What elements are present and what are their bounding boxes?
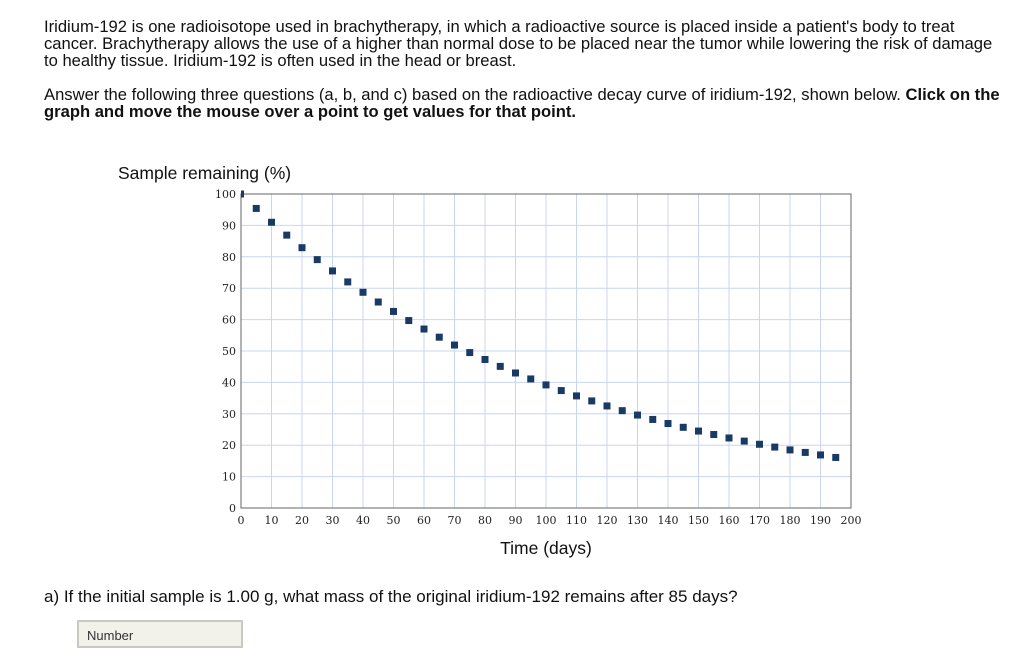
x-tick-label: 10 (265, 514, 279, 527)
data-point[interactable] (817, 451, 824, 459)
data-point[interactable] (481, 355, 489, 363)
data-point[interactable] (268, 218, 275, 226)
data-point[interactable] (512, 369, 519, 377)
x-tick-label: 170 (749, 514, 770, 527)
data-point[interactable] (649, 415, 657, 423)
y-tick-label: 60 (222, 314, 236, 327)
y-tick-label: 40 (222, 376, 236, 389)
x-tick-label: 100 (536, 514, 557, 527)
data-point[interactable] (241, 190, 244, 198)
data-point[interactable] (329, 267, 336, 275)
y-axis-label: Sample remaining (%) (118, 163, 292, 183)
x-tick-label: 180 (780, 514, 801, 527)
chart-grid (240, 193, 852, 509)
x-tick-label: 30 (326, 514, 340, 527)
x-tick-label: 0 (238, 514, 245, 527)
data-point[interactable] (374, 298, 382, 306)
data-point[interactable] (542, 381, 550, 389)
data-point[interactable] (695, 427, 702, 435)
x-tick-label: 50 (387, 514, 401, 527)
y-tick-label: 100 (215, 188, 236, 201)
question-a: a) If the initial sample is 1.00 g, what… (44, 587, 738, 606)
x-tick-label: 140 (658, 514, 679, 527)
y-tick-label: 0 (229, 502, 236, 515)
answer-input[interactable]: Number (77, 620, 243, 648)
x-tick-label: 80 (478, 514, 492, 527)
data-point[interactable] (557, 387, 565, 395)
x-tick-label: 190 (810, 514, 831, 527)
data-point[interactable] (298, 244, 306, 252)
data-point[interactable] (573, 392, 580, 400)
data-point[interactable] (664, 420, 672, 428)
y-tick-label: 20 (222, 439, 236, 452)
data-point[interactable] (451, 341, 458, 349)
x-tick-label: 200 (841, 514, 862, 527)
data-point[interactable] (740, 437, 748, 445)
decay-chart[interactable]: 0 10 20 30 40 50 60 70 80 90 100 0 10 20 30 40 50 60 70 80… (0, 0, 1024, 580)
y-tick-label: 30 (222, 408, 236, 421)
data-point[interactable] (801, 448, 809, 456)
data-point[interactable] (283, 231, 291, 239)
data-point[interactable] (344, 278, 352, 286)
data-point[interactable] (390, 307, 397, 315)
data-point[interactable] (527, 375, 535, 383)
data-point[interactable] (420, 325, 428, 333)
data-point[interactable] (725, 434, 733, 442)
data-point[interactable] (832, 453, 840, 461)
data-point[interactable] (496, 362, 504, 370)
x-tick-label: 90 (509, 514, 523, 527)
graph-instruction: Click on the graph and move the mouse ov… (44, 85, 1000, 121)
data-point[interactable] (359, 288, 367, 296)
x-tick-label: 40 (356, 514, 370, 527)
y-tick-label: 10 (222, 471, 236, 484)
x-axis-label: Time (days) (500, 538, 592, 558)
data-point[interactable] (466, 349, 474, 357)
data-point[interactable] (435, 333, 443, 341)
data-point[interactable] (771, 443, 779, 451)
data-point[interactable] (313, 256, 321, 264)
y-tick-label: 70 (222, 282, 236, 295)
x-tick-label: 150 (688, 514, 709, 527)
data-point[interactable] (603, 402, 611, 410)
data-point[interactable] (634, 411, 641, 419)
data-point[interactable] (405, 317, 413, 325)
x-tick-label: 110 (566, 514, 587, 527)
x-tick-label: 60 (417, 514, 431, 527)
data-point[interactable] (756, 440, 763, 448)
y-tick-label: 50 (222, 345, 236, 358)
data-point[interactable] (252, 204, 260, 212)
x-tick-label: 130 (627, 514, 648, 527)
data-points[interactable] (241, 190, 840, 461)
x-tick-labels: 0 10 20 30 40 50 60 70 80 90 100 110 120 130 140 150 160… (238, 514, 862, 527)
plot-frame (240, 193, 852, 509)
data-point[interactable] (786, 446, 794, 454)
instructions-paragraph: Answer the following three questions (a,… (44, 86, 1004, 120)
data-point[interactable] (679, 423, 687, 431)
x-tick-label: 20 (295, 514, 309, 527)
y-tick-label: 80 (222, 251, 236, 264)
x-tick-label: 120 (597, 514, 618, 527)
y-tick-labels: 0 10 20 30 40 50 60 70 80 90 100 (215, 188, 236, 515)
x-tick-label: 160 (719, 514, 740, 527)
y-tick-label: 90 (222, 219, 236, 232)
data-point[interactable] (618, 407, 626, 415)
intro-text: Iridium-192 is one radioisotope used in … (44, 18, 1004, 120)
data-point[interactable] (710, 431, 718, 439)
instructions-text: Answer the following three questions (a,… (44, 85, 901, 104)
x-tick-label: 70 (448, 514, 462, 527)
data-point[interactable] (588, 397, 596, 405)
intro-paragraph: Iridium-192 is one radioisotope used in … (44, 17, 993, 70)
